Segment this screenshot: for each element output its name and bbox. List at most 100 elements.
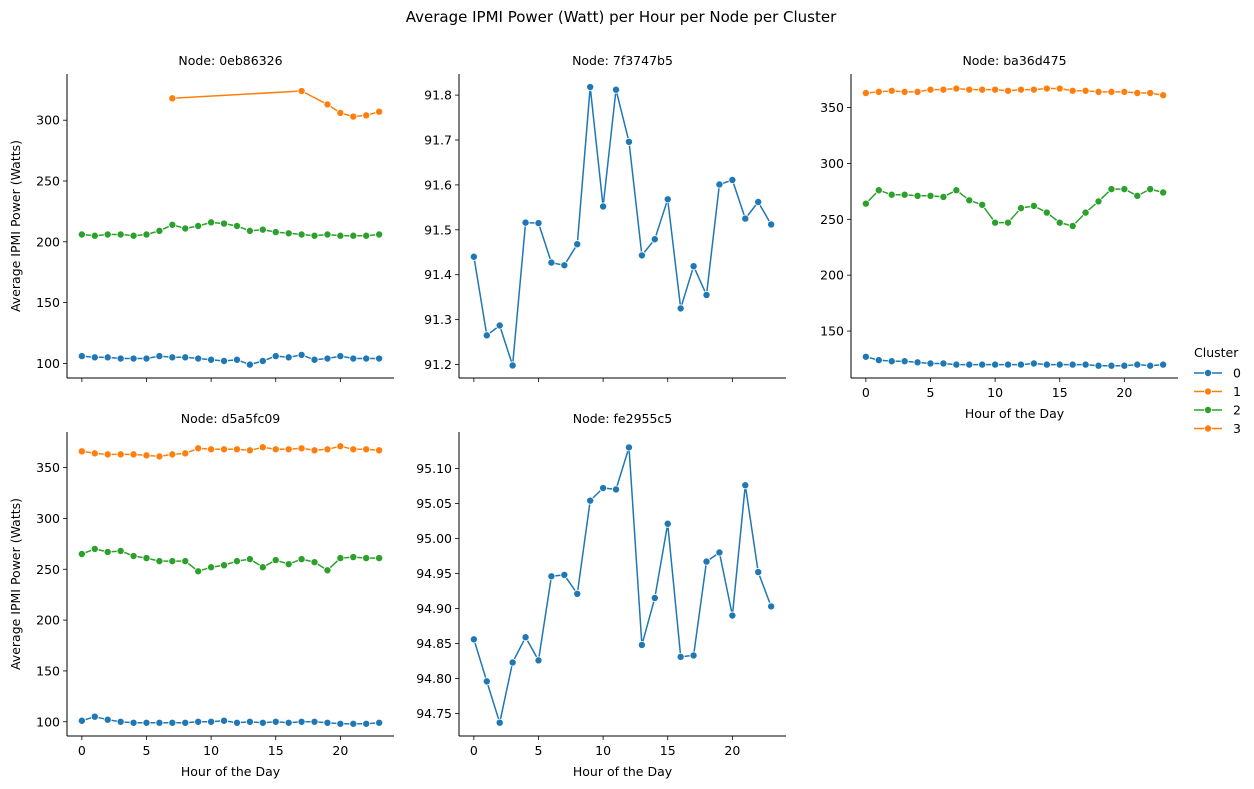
- data-point: [77, 230, 86, 239]
- y-tick-label: 94.95: [416, 566, 452, 581]
- data-point: [586, 496, 595, 505]
- data-point: [663, 195, 672, 204]
- data-point: [1107, 361, 1116, 370]
- data-point: [142, 718, 151, 727]
- y-tick-label: 95.00: [416, 531, 452, 546]
- data-point: [1004, 218, 1013, 227]
- y-tick-label: 94.90: [416, 601, 452, 616]
- data-point: [1107, 185, 1116, 194]
- data-point: [1029, 85, 1038, 94]
- panel-5: Node: fe2955c5 94.75 94.80 94.85 94.90 94.95 9…: [416, 411, 786, 779]
- data-point: [560, 261, 569, 270]
- data-point: [1094, 87, 1103, 96]
- series-line: [81, 221, 380, 237]
- data-point: [612, 85, 621, 94]
- y-tick-label: 91.7: [424, 133, 452, 148]
- data-point: [978, 360, 987, 369]
- data-point: [271, 445, 280, 454]
- data-point: [1133, 191, 1142, 200]
- data-point: [1107, 87, 1116, 96]
- data-point: [77, 550, 86, 559]
- y-tick-label: 200: [36, 613, 60, 628]
- legend-marker: [1204, 424, 1213, 433]
- data-point: [103, 547, 112, 556]
- data-point: [323, 566, 332, 575]
- data-point: [913, 87, 922, 96]
- y-tick-label: 150: [36, 295, 60, 310]
- data-point: [220, 356, 229, 365]
- data-point: [168, 718, 177, 727]
- data-point: [1055, 218, 1064, 227]
- data-point: [310, 355, 319, 364]
- y-tick-label: 300: [36, 113, 60, 128]
- data-point: [1159, 188, 1168, 197]
- x-tick-label: 10: [987, 385, 1003, 400]
- data-point: [297, 350, 306, 359]
- data-point: [1016, 204, 1025, 213]
- y-tick-label: 250: [36, 562, 60, 577]
- data-point: [129, 450, 138, 459]
- series-cluster-0: [77, 350, 384, 369]
- data-point: [232, 557, 241, 566]
- data-point: [194, 354, 203, 363]
- data-point: [586, 83, 595, 92]
- data-point: [168, 353, 177, 362]
- figure-title: Average IPMI Power (Watt) per Hour per N…: [406, 8, 837, 26]
- data-point: [323, 100, 332, 109]
- data-point: [181, 353, 190, 362]
- data-point: [90, 231, 99, 240]
- data-point: [155, 452, 164, 461]
- data-point: [103, 230, 112, 239]
- data-point: [1029, 201, 1038, 210]
- data-point: [362, 231, 371, 240]
- data-point: [676, 304, 685, 313]
- data-point: [939, 192, 948, 201]
- panel-title: Node: 7f3747b5: [572, 53, 673, 68]
- data-point: [336, 108, 345, 117]
- data-point: [207, 218, 216, 227]
- data-point: [1042, 360, 1051, 369]
- data-point: [155, 226, 164, 235]
- data-point: [245, 555, 254, 564]
- data-point: [336, 352, 345, 361]
- legend-entry-0: 0: [1194, 366, 1241, 381]
- panel-title: Node: fe2955c5: [573, 411, 673, 426]
- data-point: [650, 594, 659, 603]
- x-tick-label: 0: [862, 385, 870, 400]
- data-point: [271, 228, 280, 237]
- series-cluster-0: [469, 443, 776, 727]
- data-point: [155, 352, 164, 361]
- data-point: [168, 220, 177, 229]
- data-point: [349, 231, 358, 240]
- data-point: [362, 719, 371, 728]
- y-tick-label: 91.8: [424, 88, 452, 103]
- y-tick-label: 150: [36, 663, 60, 678]
- x-tick-label: 20: [1116, 385, 1132, 400]
- data-point: [874, 87, 883, 96]
- data-point: [887, 86, 896, 95]
- legend-entry-3: 3: [1194, 421, 1241, 436]
- data-point: [142, 554, 151, 563]
- data-point: [90, 449, 99, 458]
- data-point: [1146, 89, 1155, 98]
- y-tick-label: 94.85: [416, 636, 452, 651]
- x-tick-label: 20: [724, 743, 740, 758]
- data-point: [336, 554, 345, 563]
- data-point: [207, 563, 216, 572]
- data-point: [887, 357, 896, 366]
- data-point: [874, 356, 883, 365]
- data-point: [297, 444, 306, 453]
- x-axis-label: Hour of the Day: [573, 764, 673, 779]
- data-point: [599, 202, 608, 211]
- y-tick-label: 91.5: [424, 222, 452, 237]
- data-point: [599, 484, 608, 493]
- y-tick-label: 95.10: [416, 461, 452, 476]
- data-point: [245, 717, 254, 726]
- data-point: [323, 445, 332, 454]
- data-point: [926, 359, 935, 368]
- data-point: [207, 355, 216, 364]
- y-tick-label: 350: [820, 100, 844, 115]
- data-point: [861, 352, 870, 361]
- data-point: [1004, 86, 1013, 95]
- data-point: [349, 354, 358, 363]
